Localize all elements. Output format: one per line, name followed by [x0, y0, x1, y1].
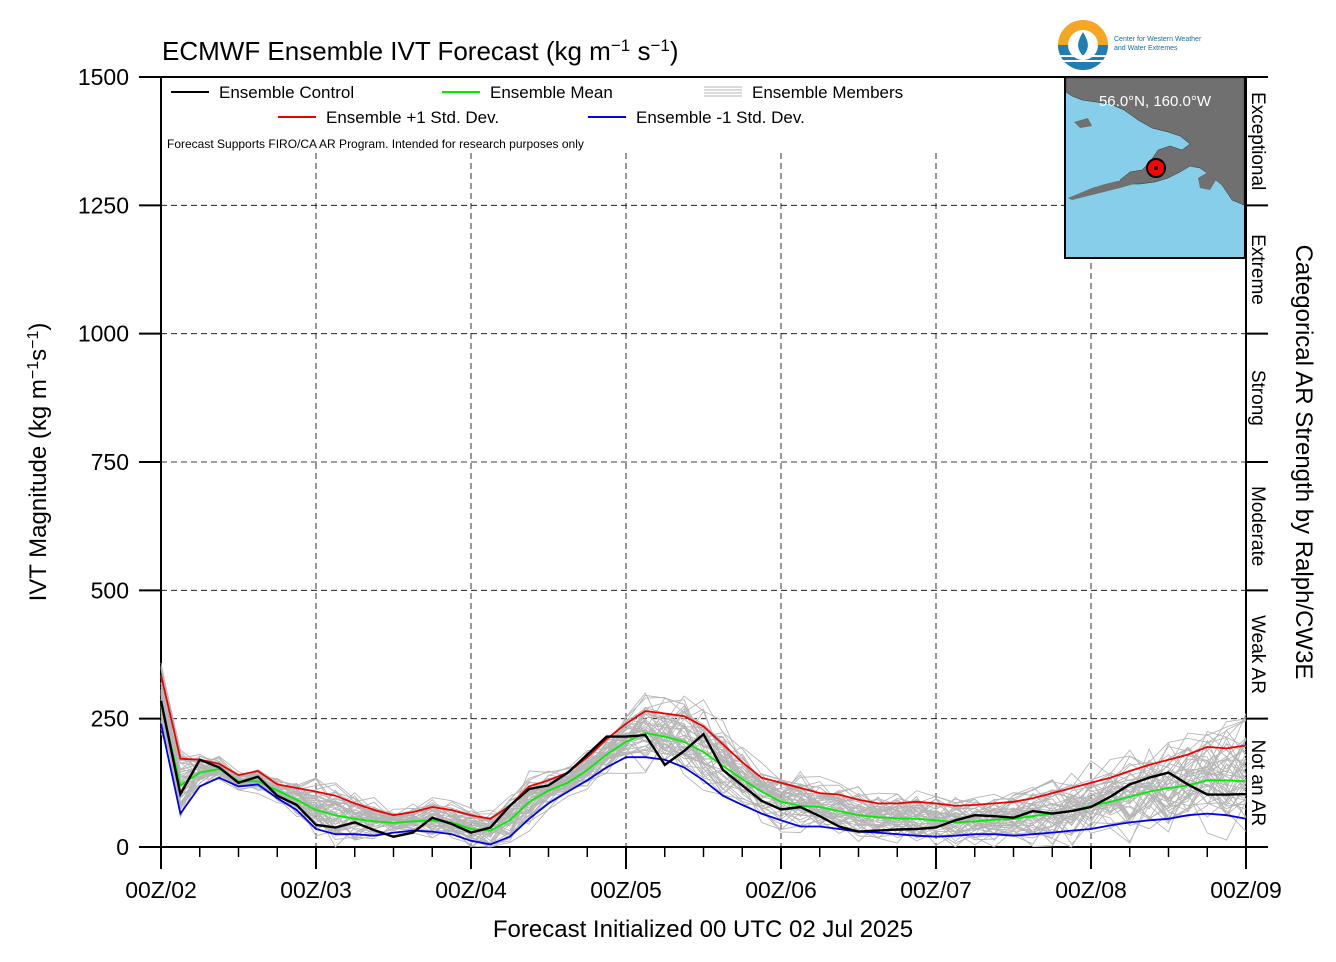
legend-plus-sd-label: Ensemble +1 Std. Dev. [326, 108, 499, 127]
legend-control-label: Ensemble Control [219, 83, 354, 102]
category-label: Moderate [1247, 486, 1268, 566]
legend-members-swatch [704, 86, 742, 97]
ensemble-member-line [160, 706, 1247, 848]
category-label: Strong [1247, 370, 1268, 426]
category-label: Weak AR [1247, 615, 1268, 694]
legend: Ensemble Control Ensemble Mean Ensemble … [167, 83, 903, 151]
y-tick-label: 0 [116, 834, 129, 860]
logo-line-1: Center for Western Weather [1114, 36, 1202, 43]
cw3e-logo: Center for Western Weather and Water Ext… [1058, 20, 1202, 70]
ar-category-axis: Not an AR Weak AR Moderate Strong Extreme Exc… [1246, 76, 1268, 848]
y-tick-label: 1000 [78, 321, 129, 347]
x-tick-label: 00Z/08 [1055, 877, 1127, 903]
right-axis-label: Categorical AR Strength by Ralph/CW3E [1290, 245, 1317, 680]
minus-one-sd-line [160, 723, 1247, 846]
research-note: Forecast Supports FIRO/CA AR Program. In… [167, 137, 584, 151]
legend-members-label: Ensemble Members [752, 83, 903, 102]
cw3e-drop-logo-icon [1058, 20, 1108, 70]
ensemble-member-line [160, 728, 1247, 845]
y-axis-label: IVT Magnitude (kg m−1s−1) [25, 323, 53, 602]
category-label: Not an AR [1247, 740, 1268, 827]
x-tick-label: 00Z/06 [745, 877, 817, 903]
inset-map-label: 56.0°N, 160.0°W [1099, 93, 1212, 110]
category-label: Exceptional [1247, 92, 1268, 190]
series-lines [159, 674, 1247, 846]
ensemble-control-line [159, 700, 1247, 838]
x-tick-label: 00Z/09 [1210, 877, 1282, 903]
x-tick-label: 00Z/02 [125, 877, 197, 903]
y-tick-label: 1500 [78, 64, 129, 90]
alaska-peninsula [1068, 176, 1140, 200]
y-axis: 0 250 500 750 1000 1250 1500 [78, 64, 161, 860]
nunivak-island [1074, 118, 1092, 128]
x-tick-label: 00Z/03 [280, 877, 352, 903]
x-axis-label: Forecast Initialized 00 UTC 02 Jul 2025 [493, 916, 913, 943]
ensemble-member-line [160, 702, 1247, 829]
x-tick-label: 00Z/04 [435, 877, 507, 903]
legend-mean-label: Ensemble Mean [490, 83, 613, 102]
ensemble-member-line [160, 662, 1247, 818]
legend-minus-sd-label: Ensemble -1 Std. Dev. [636, 108, 805, 127]
ensemble-member-line [160, 720, 1247, 843]
ensemble-member-line [160, 716, 1247, 848]
ensemble-member-line [160, 701, 1247, 838]
y-tick-label: 1250 [78, 192, 129, 218]
ensemble-member-line [160, 689, 1247, 845]
logo-line-2: and Water Extremes [1114, 45, 1178, 52]
kodiak-island [1198, 172, 1216, 190]
chart-title: ECMWF Ensemble IVT Forecast (kg m−1 s−1) [162, 36, 679, 67]
x-tick-label: 00Z/07 [900, 877, 972, 903]
plus-one-sd-line [160, 674, 1247, 820]
inset-map: 56.0°N, 160.0°W [1064, 76, 1246, 259]
y-tick-label: 750 [91, 449, 129, 475]
y-tick-label: 500 [91, 577, 129, 603]
ensemble-member-line [160, 698, 1247, 838]
y-tick-label: 250 [91, 706, 129, 732]
category-label: Extreme [1247, 234, 1268, 305]
ensemble-member-line [160, 692, 1247, 827]
x-tick-label: 00Z/05 [590, 877, 662, 903]
x-axis: 00Z/02 00Z/03 00Z/04 00Z/05 00Z/06 00Z/07 00Z/… [125, 847, 1282, 903]
